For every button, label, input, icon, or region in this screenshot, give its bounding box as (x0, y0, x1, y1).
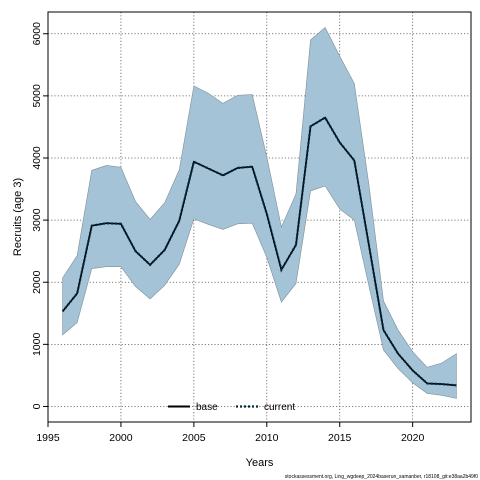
y-tick-label-5000: 5000 (31, 84, 43, 108)
x-tick-label-2015: 2015 (328, 432, 352, 444)
y-tick-label-0: 0 (31, 403, 43, 409)
plot-frame (47, 11, 472, 423)
x-tick-label-2005: 2005 (182, 432, 206, 444)
legend-label-base: base (196, 402, 218, 413)
legend-label-current: current (264, 402, 295, 413)
y-axis-title: Recruits (age 3) (12, 178, 24, 256)
legend: base current (168, 402, 295, 413)
confidence-band (62, 27, 457, 399)
y-tick-label-3000: 3000 (31, 208, 43, 232)
footnote: stockassessment.org, Ling_wgdeep_2024bas… (285, 474, 478, 480)
x-tick-label-1995: 1995 (36, 432, 60, 444)
x-tick-label-2010: 2010 (255, 432, 279, 444)
y-tick-label-2000: 2000 (31, 270, 43, 294)
y-axis: 0 1000 2000 3000 4000 5000 6000 (31, 22, 48, 409)
x-tick-label-2020: 2020 (401, 432, 425, 444)
series-layer (61, 116, 457, 387)
x-tick-label-2000: 2000 (109, 432, 133, 444)
confidence-band-layer (62, 27, 457, 399)
x-axis: 1995 2000 2005 2010 2015 2020 (36, 422, 424, 444)
y-tick-label-1000: 1000 (31, 333, 43, 357)
series-line-current (61, 116, 457, 387)
y-tick-label-4000: 4000 (31, 146, 43, 170)
y-tick-label-6000: 6000 (31, 22, 43, 46)
x-axis-title: Years (246, 457, 274, 469)
